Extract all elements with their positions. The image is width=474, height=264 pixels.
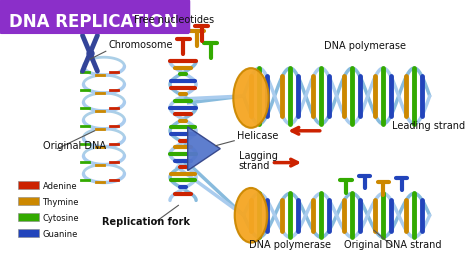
Ellipse shape: [233, 68, 269, 128]
Text: Lagging: Lagging: [239, 151, 278, 161]
Text: Original DNA strand: Original DNA strand: [344, 240, 441, 250]
Ellipse shape: [235, 188, 267, 243]
Text: DNA polymerase: DNA polymerase: [324, 41, 406, 51]
FancyBboxPatch shape: [18, 181, 39, 190]
Text: DNA REPLICATION: DNA REPLICATION: [9, 13, 178, 31]
FancyBboxPatch shape: [18, 229, 39, 237]
Text: strand: strand: [239, 161, 270, 171]
Text: Adenine: Adenine: [43, 182, 77, 191]
FancyBboxPatch shape: [18, 213, 39, 221]
Polygon shape: [188, 127, 220, 171]
FancyBboxPatch shape: [0, 0, 190, 33]
Text: Helicase: Helicase: [237, 131, 278, 141]
Text: Thymine: Thymine: [43, 198, 79, 207]
Text: Replication fork: Replication fork: [102, 217, 190, 227]
Text: Free nucleotides: Free nucleotides: [134, 15, 214, 25]
Text: Chromosome: Chromosome: [109, 40, 173, 50]
Text: Guanine: Guanine: [43, 230, 78, 239]
FancyBboxPatch shape: [18, 197, 39, 205]
Text: DNA polymerase: DNA polymerase: [249, 240, 331, 250]
Text: Cytosine: Cytosine: [43, 214, 79, 223]
Text: Leading strand: Leading strand: [392, 121, 465, 131]
Text: Original DNA: Original DNA: [44, 141, 107, 151]
